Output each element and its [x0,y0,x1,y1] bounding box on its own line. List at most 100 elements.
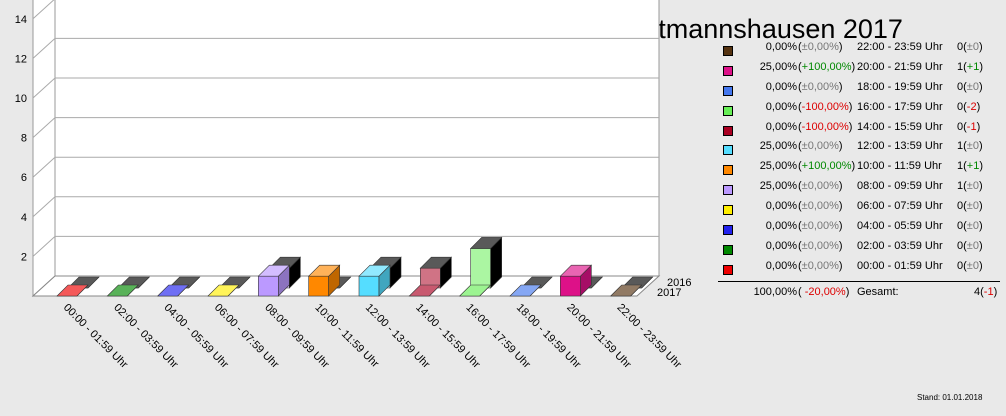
legend-period: 16:00 - 17:59 Uhr [857,100,943,113]
bar-2016-front [470,248,491,289]
legend-diff-value: +1 [966,160,980,173]
legend-diff-value: +1 [966,60,980,73]
gridline [32,0,55,20]
legend-diff-value: ±0 [966,220,979,233]
legend-percent: 0,00% [765,120,797,133]
legend-percent: 25,00% [759,140,797,153]
legend-swatch [723,205,733,216]
legend-row: 0,00% (±0,00%) 06:00 - 07:59 Uhr 0(±0) [718,200,1002,220]
legend-period: 18:00 - 19:59 Uhr [857,80,943,93]
legend-period: 20:00 - 21:59 Uhr [857,60,943,73]
legend-count: 1(+1) [957,160,984,173]
y-tick-label: 4 [21,212,27,224]
legend-change-value: +100,00% [801,60,852,73]
legend-change: (±0,00%) [798,140,843,153]
bar-2017-front [358,275,380,297]
legend-count-value: 0 [957,80,964,93]
y-tick-label: 6 [21,172,27,184]
legend-row: 0,00% (±0,00%) 22:00 - 23:59 Uhr 0(±0) [718,41,1002,61]
bar-2017-top [156,284,190,297]
legend-separator [718,281,1000,282]
legend-change: (±0,00%) [798,259,843,272]
legend-diff-value: ±0 [966,80,979,93]
legend-count: 0(±0) [957,41,983,53]
legend-diff-value: -1 [966,120,977,133]
legend-change: (±0,00%) [798,239,843,252]
y-tick-label: 14 [15,14,27,26]
legend-diff-value: ±0 [966,140,979,153]
legend-count-value: 0 [957,200,964,213]
bar-2017-top [106,284,140,297]
legend-change-value: -100,00% [801,120,849,133]
left-wall [32,0,56,298]
legend-count-value: 1 [957,60,964,73]
legend-swatch [723,264,733,275]
legend-swatch [723,46,733,56]
legend-count-value: 1 [957,160,964,173]
legend-change-value: ±0,00% [801,41,839,53]
legend-count: 0(±0) [957,220,983,233]
bar-2017-top [56,284,89,297]
legend-period: 12:00 - 13:59 Uhr [857,140,943,153]
legend-change-value: ±0,00% [801,200,839,213]
legend-change-value: ±0,00% [801,259,839,272]
legend-count-value: 0 [957,259,964,272]
legend-percent: 0,00% [765,80,797,93]
legend-count: 0(±0) [957,239,983,252]
legend-row: 25,00% (±0,00%) 08:00 - 09:59 Uhr 1(±0) [718,180,1002,200]
legend-count: 0(±0) [957,200,983,213]
legend-row: 25,00% (±0,00%) 12:00 - 13:59 Uhr 1(±0) [718,140,1002,160]
total-change-value: -20,00% [804,286,846,298]
legend-diff-value: ±0 [966,180,979,193]
total-diff-value: -1 [983,286,994,298]
legend-change-value: ±0,00% [801,80,839,93]
bar-2017-front [258,275,279,297]
y-tick-label: 8 [21,133,27,145]
legend-change: (±0,00%) [798,200,843,213]
series-label-2016: 2016 [667,277,691,289]
legend-swatch [723,125,733,136]
legend-count: 1(+1) [957,60,984,73]
legend-row: 0,00% (±0,00%) 00:00 - 01:59 Uhr 0(±0) [718,260,1002,280]
total-percent: 100,00% [753,286,797,298]
legend-count: 0(-1) [957,120,981,133]
legend-percent: 0,00% [765,200,797,213]
total-label: Gesamt: [857,286,899,298]
bar-2017-top [609,284,643,297]
legend-count: 1(±0) [957,180,983,193]
bar-2017-top [458,284,492,297]
legend-count: 0(-2) [957,100,981,113]
legend-change: (-100,00%) [798,120,853,133]
total-count-value: 4 [974,286,981,298]
legend-percent: 25,00% [759,180,797,193]
legend-period: 06:00 - 07:59 Uhr [857,200,943,213]
legend-count-value: 0 [957,120,964,133]
stand-date: Stand: 01.01.2018 [917,393,983,402]
legend-percent: 0,00% [765,239,797,252]
legend-change: (±0,00%) [798,180,843,193]
legend-change: (±0,00%) [798,41,843,53]
y-tick-label: 2 [21,251,27,263]
legend-row: 0,00% (±0,00%) 18:00 - 19:59 Uhr 0(±0) [718,81,1002,101]
y-tick-label: 10 [15,93,27,105]
gridline [32,196,659,218]
legend-swatch [723,244,733,255]
legend-change-value: ±0,00% [801,140,839,153]
legend-count-value: 1 [957,180,964,193]
legend-change: (±0,00%) [798,220,843,233]
legend-percent: 25,00% [759,60,797,73]
legend-count-value: 0 [957,41,964,53]
bar-2017-top [307,264,341,277]
legend-period: 08:00 - 09:59 Uhr [857,180,943,193]
legend-period: 00:00 - 01:59 Uhr [857,259,943,272]
bar-2017-top [559,264,593,277]
legend-diff-value: ±0 [966,200,979,213]
legend-change-value: -100,00% [801,100,849,113]
legend-period: 22:00 - 23:59 Uhr [857,41,943,53]
series-label-2017: 2017 [657,287,681,299]
bar-2017-front [308,275,329,297]
legend-change-value: ±0,00% [801,239,839,252]
legend-percent: 0,00% [765,100,797,113]
bar-2017-top [408,284,442,297]
